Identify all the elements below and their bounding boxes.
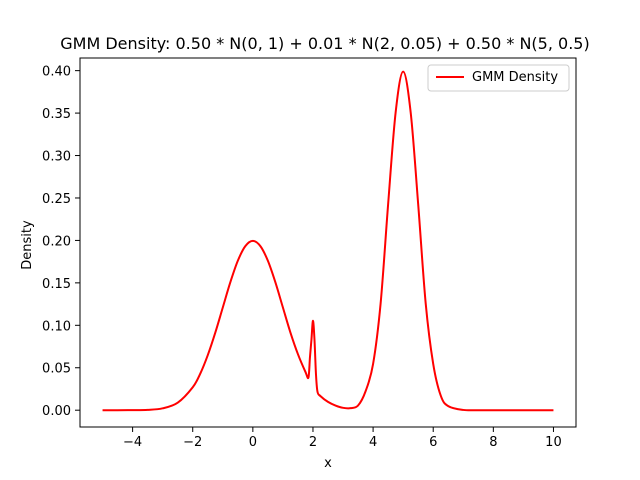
x-axis-label: x [324,456,332,471]
y-tick-label: 0.15 [42,277,71,292]
y-tick-label: 0.10 [42,319,71,334]
legend-box [427,64,570,92]
series-line-gmm-density [102,70,554,412]
y-tick-label: 0.00 [42,404,71,419]
y-axis-ticks: 0.00 0.05 0.10 0.15 0.20 0.25 0.30 0.35 0.40 [42,65,80,419]
x-axis-ticks: −4 −2 0 2 4 6 8 10 [123,427,562,450]
chart-title: GMM Density: 0.50 * N(0, 1) + 0.01 * N(2… [60,34,589,53]
legend: GMM Density [427,64,570,92]
y-tick-label: 0.35 [42,107,71,122]
y-tick-label: 0.05 [42,362,71,377]
x-tick-label: 2 [309,435,317,450]
plot-area [79,57,577,428]
x-tick-label: −2 [183,435,202,450]
x-tick-label: 6 [429,435,437,450]
x-tick-label: 10 [545,435,562,450]
x-tick-label: 8 [489,435,497,450]
y-axis-label: Density [20,220,35,270]
x-tick-label: 4 [369,435,377,450]
x-tick-label: −4 [123,435,142,450]
y-tick-label: 0.25 [42,192,71,207]
legend-label-gmm-density: GMM Density [472,70,558,85]
axes-frame [79,57,577,428]
y-tick-label: 0.30 [42,150,71,165]
y-tick-label: 0.40 [42,65,71,80]
x-tick-label: 0 [249,435,257,450]
y-tick-label: 0.20 [42,234,71,249]
